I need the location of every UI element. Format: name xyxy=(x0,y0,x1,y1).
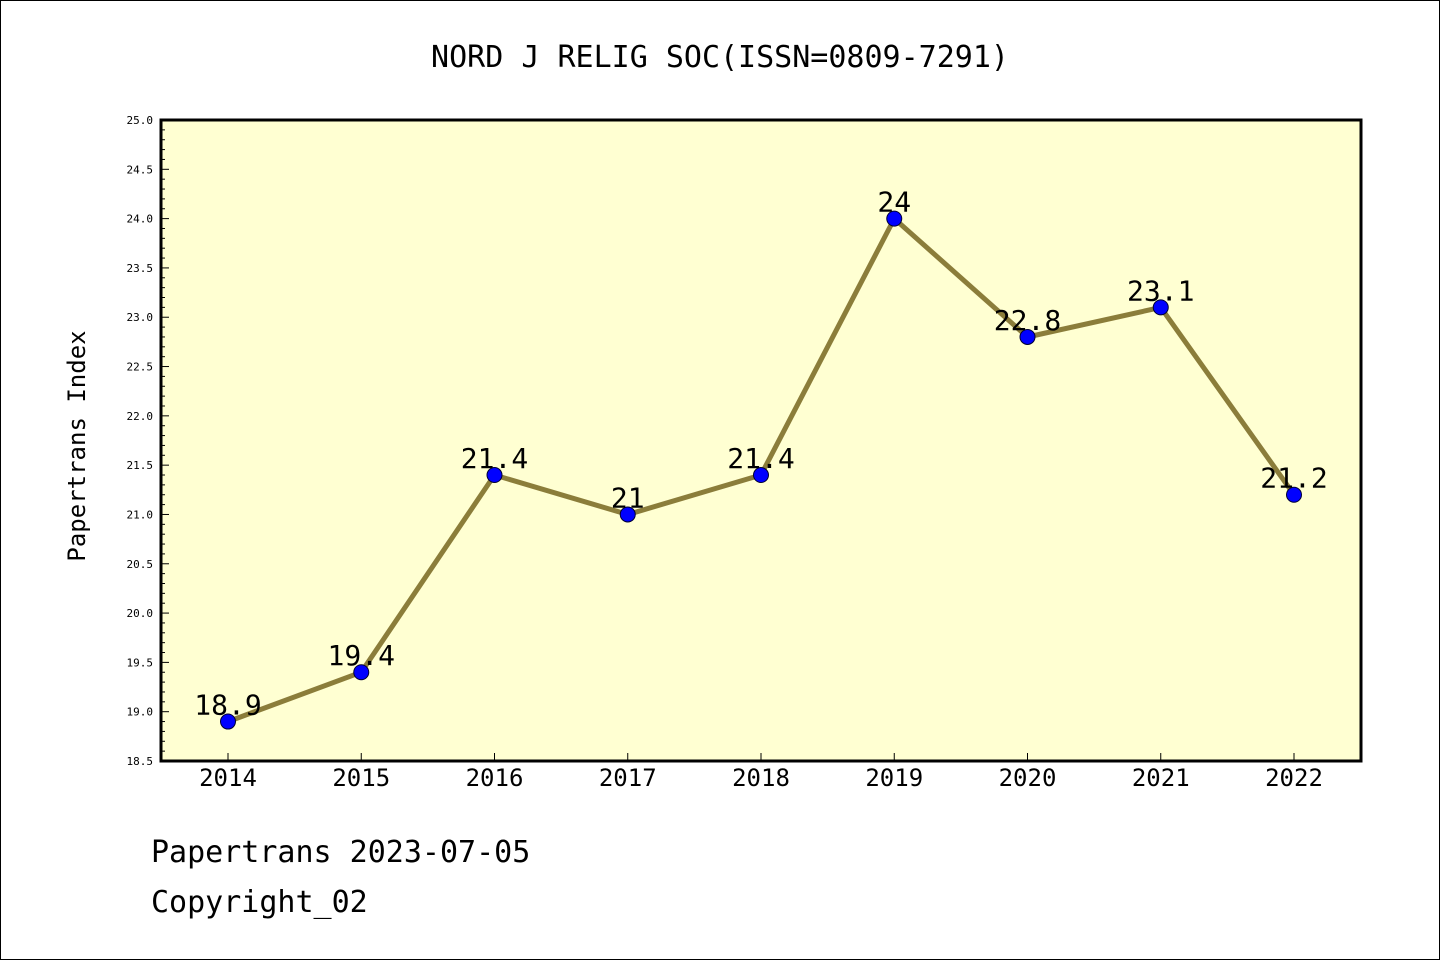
y-tick-label: 19.0 xyxy=(127,706,154,719)
data-label: 23.1 xyxy=(1127,274,1194,307)
data-point xyxy=(220,713,236,730)
data-label: 22.8 xyxy=(994,304,1061,337)
data-label: 21.2 xyxy=(1260,462,1327,495)
data-labels: 18.9 19.4 21.4 21 21.4 24 22.8 23.1 21.2 xyxy=(194,186,1327,722)
plot-area xyxy=(161,120,1361,761)
x-tick-label: 2019 xyxy=(865,764,923,792)
x-axis-ticks: 2014 2015 2016 2017 2018 2019 2020 2021 2022 xyxy=(199,753,1323,792)
y-tick-label: 21.5 xyxy=(127,459,154,472)
x-tick-label: 2018 xyxy=(732,764,790,792)
y-tick-label: 22.5 xyxy=(127,361,154,374)
x-tick-label: 2020 xyxy=(999,764,1057,792)
y-tick-label: 24.5 xyxy=(127,163,154,176)
data-label: 21.4 xyxy=(727,442,794,475)
x-tick-label: 2021 xyxy=(1132,764,1190,792)
y-tick-label: 21.0 xyxy=(127,508,154,521)
footer-copyright: Copyright_02 xyxy=(151,885,368,920)
data-label: 19.4 xyxy=(328,639,395,672)
chart-title: NORD J RELIG SOC(ISSN=0809-7291) xyxy=(431,40,1009,75)
data-markers xyxy=(220,210,1302,730)
x-tick-label: 2014 xyxy=(199,764,257,792)
y-tick-label: 19.5 xyxy=(127,656,154,669)
data-point xyxy=(1286,486,1302,503)
data-label: 24 xyxy=(877,186,911,219)
y-tick-label: 20.0 xyxy=(127,607,154,620)
data-point xyxy=(619,506,636,523)
data-point xyxy=(353,664,370,681)
data-label: 18.9 xyxy=(194,689,261,722)
y-tick-label: 22.0 xyxy=(127,410,154,423)
x-tick-label: 2017 xyxy=(599,764,657,792)
y-axis-label: Papertrans Index xyxy=(63,330,91,561)
x-tick-label: 2022 xyxy=(1265,764,1323,792)
footer-stamp: Papertrans 2023-07-05 xyxy=(151,835,531,870)
y-tick-label: 25.0 xyxy=(127,114,154,127)
data-point xyxy=(886,210,903,227)
y-tick-label: 23.5 xyxy=(127,262,154,275)
y-tick-label: 20.5 xyxy=(127,558,154,571)
data-label: 21.4 xyxy=(461,442,528,475)
data-point xyxy=(1019,328,1036,345)
data-point xyxy=(1152,299,1169,316)
x-tick-label: 2015 xyxy=(332,764,390,792)
data-label: 21 xyxy=(611,481,645,514)
y-tick-label: 24.0 xyxy=(127,213,154,226)
plot-border xyxy=(159,118,1363,763)
x-tick-label: 2016 xyxy=(466,764,524,792)
y-tick-label: 23.0 xyxy=(127,311,154,324)
data-point xyxy=(486,467,503,484)
y-tick-label: 18.5 xyxy=(127,755,154,768)
y-axis-ticks: 18.5 19.0 19.5 20.0 20.5 21.0 21.5 22.0 22.5 23.0… xyxy=(127,114,169,768)
data-point xyxy=(753,467,769,484)
